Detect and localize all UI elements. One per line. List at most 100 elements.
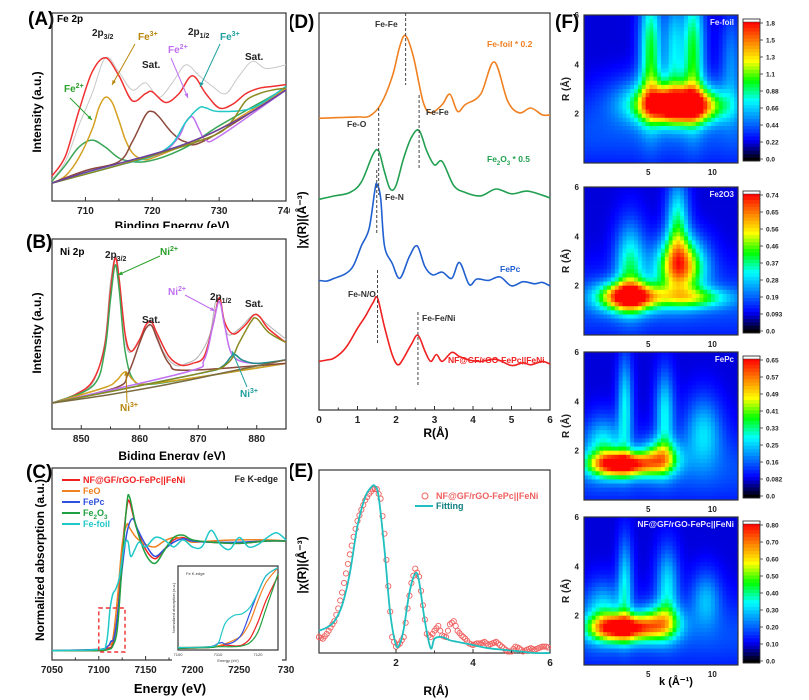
heatmap-cell [680, 80, 685, 86]
heatmap-cell [695, 89, 700, 94]
heatmap-cell [687, 310, 693, 315]
heatmap-cell [634, 130, 639, 135]
heatmap-cell [684, 409, 689, 415]
colorbar-cell [743, 379, 760, 383]
heatmap-cell [668, 454, 673, 460]
heatmap-cell [607, 39, 612, 45]
heatmap-cell [695, 240, 700, 245]
heatmap-cell [591, 203, 596, 208]
heatmap-cell [637, 47, 643, 53]
heatmap-cell [703, 471, 708, 476]
heatmap-cell [634, 293, 639, 299]
legend-label-part: Fe [83, 508, 94, 518]
heatmap-cell [584, 252, 589, 258]
heatmap-cell [626, 364, 631, 369]
heatmap-cell [637, 442, 643, 447]
heatmap-cell [676, 252, 681, 258]
heatmap-cell [657, 281, 662, 287]
heatmap-cell [699, 479, 704, 484]
heatmap-cell [637, 318, 643, 324]
heatmap-cell [680, 191, 685, 196]
heatmap-cell [714, 491, 720, 497]
heatmap-cell [699, 60, 704, 65]
heatmap-cell [595, 475, 600, 480]
heatmap-cell [714, 199, 720, 204]
heatmap-cell [687, 43, 693, 49]
heatmap-cell [599, 397, 604, 402]
heatmap-cell [707, 495, 712, 501]
heatmap-cell [645, 31, 650, 36]
heatmap-cell [707, 146, 712, 152]
heatmap-cell [730, 471, 735, 476]
heatmap-cell [614, 442, 620, 447]
heatmap-cell [703, 121, 708, 127]
heatmap-cell [699, 384, 704, 390]
panel-d-annotation: Fe-Fe [426, 107, 449, 117]
heatmap-cell [722, 31, 727, 36]
heatmap-cell [603, 401, 608, 406]
heatmap-cell [630, 450, 635, 456]
heatmap-cell [591, 306, 596, 311]
series-fe3-2p3-2 [51, 87, 287, 184]
heatmap-cell [695, 199, 700, 204]
colorbar-cell [743, 70, 760, 74]
heatmap-cell [607, 101, 612, 106]
colorbar-cell [743, 484, 760, 488]
heatmap-cell [657, 314, 662, 319]
heatmap-cell [622, 130, 627, 135]
heatmap-cell [661, 426, 666, 431]
heatmap-cell [726, 56, 731, 61]
heatmap-cell [661, 113, 666, 119]
heatmap-cell [607, 72, 612, 78]
heatmap-cell [653, 138, 658, 143]
heatmap-cell [614, 281, 620, 287]
heatmap-cell [699, 187, 704, 192]
heatmap-cell [703, 434, 708, 439]
heatmap-cell [607, 150, 612, 156]
heatmap-cell [634, 211, 639, 217]
heatmap-cell [680, 495, 685, 501]
heatmap-cell [722, 97, 727, 102]
heatmap-cell [691, 302, 697, 307]
heatmap-cell [630, 31, 635, 36]
heatmap-cell [634, 330, 639, 336]
heatmap-cell [718, 93, 723, 98]
heatmap-cell [695, 368, 700, 373]
heatmap-cell [718, 52, 723, 57]
heatmap-cell [626, 454, 631, 460]
heatmap-cell [707, 256, 712, 262]
heatmap-cell [680, 281, 685, 287]
heatmap-cell [622, 426, 627, 431]
heatmap-cell [691, 285, 697, 291]
heatmap-cell [714, 134, 720, 139]
heatmap-cell [718, 199, 723, 204]
heatmap-cell [591, 117, 596, 123]
panel-d-annotation: Fe-N [385, 192, 404, 202]
heatmap-cell [641, 475, 646, 480]
heatmap-cell [664, 356, 670, 361]
heatmap-cell [637, 154, 643, 160]
heatmap-cell [607, 273, 612, 278]
heatmap-cell [672, 310, 677, 315]
heatmap-cell [676, 483, 681, 489]
heatmap-cell [664, 19, 670, 24]
heatmap-cell [726, 27, 731, 32]
heatmap-cell [630, 463, 635, 468]
heatmap-cell [722, 364, 727, 369]
heatmap-cell [684, 117, 689, 123]
heatmap-cell [718, 479, 723, 484]
heatmap-cell [734, 458, 739, 464]
heatmap-cell [718, 438, 723, 443]
colorbar-cell [743, 428, 760, 432]
heatmap-cell [714, 224, 720, 229]
heatmap-cell [618, 352, 623, 357]
heatmap-cell [699, 434, 704, 439]
heatmap-cell [691, 384, 697, 390]
heatmap-cell [649, 314, 654, 319]
heatmap-cell [668, 491, 673, 497]
heatmap-cell [703, 72, 708, 78]
heatmap-cell [672, 360, 677, 365]
heatmap-cell [711, 376, 716, 382]
heatmap-cell [668, 442, 673, 447]
heatmap-cell [684, 84, 689, 90]
